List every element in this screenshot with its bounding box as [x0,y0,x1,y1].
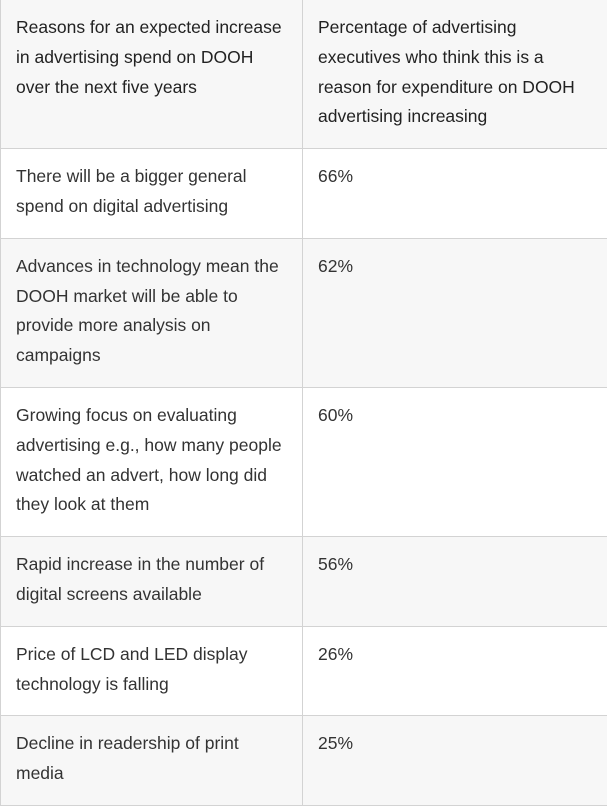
reason-cell: Growing focus on evaluating advertising … [1,387,303,536]
reason-cell: Decline in readership of print media [1,716,303,806]
table-row: There will be a bigger general spend on … [1,149,607,239]
header-reasons: Reasons for an expected increase in adve… [1,0,303,149]
reason-cell: Price of LCD and LED display technology … [1,626,303,716]
percentage-cell: 66% [303,149,607,239]
header-row: Reasons for an expected increase in adve… [1,0,607,149]
percentage-cell: 25% [303,716,607,806]
table-body: There will be a bigger general spend on … [1,149,607,806]
reason-cell: There will be a bigger general spend on … [1,149,303,239]
reason-cell: Advances in technology mean the DOOH mar… [1,238,303,387]
table-row: Decline in readership of print media 25% [1,716,607,806]
table-row: Advances in technology mean the DOOH mar… [1,238,607,387]
percentage-cell: 62% [303,238,607,387]
table-row: Growing focus on evaluating advertising … [1,387,607,536]
reason-cell: Rapid increase in the number of digital … [1,537,303,627]
header-percentage: Percentage of advertising executives who… [303,0,607,149]
table-row: Rapid increase in the number of digital … [1,537,607,627]
percentage-cell: 60% [303,387,607,536]
table-row: Price of LCD and LED display technology … [1,626,607,716]
percentage-cell: 26% [303,626,607,716]
table-header: Reasons for an expected increase in adve… [1,0,607,149]
percentage-cell: 56% [303,537,607,627]
